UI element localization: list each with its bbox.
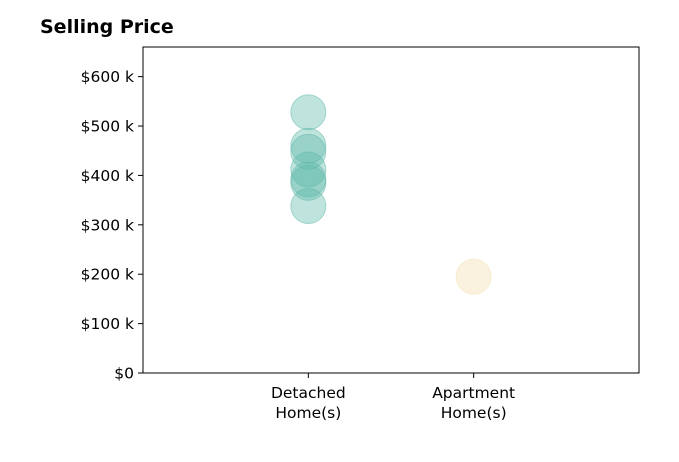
y-tick-label: $200 k xyxy=(81,266,134,284)
chart-title: Selling Price xyxy=(40,16,174,38)
x-tick-label: Apartment Home(s) xyxy=(432,384,515,422)
x-tick-label: Detached Home(s) xyxy=(271,384,346,422)
data-point xyxy=(290,94,327,131)
y-tick-label: $300 k xyxy=(81,216,134,234)
data-point xyxy=(290,164,327,201)
y-tick-label: $100 k xyxy=(81,315,134,333)
y-tick-label: $400 k xyxy=(81,167,134,185)
y-tick-label: $500 k xyxy=(81,118,134,136)
plot-frame xyxy=(142,46,640,374)
y-tick-label: $0 xyxy=(114,365,134,383)
data-point xyxy=(290,188,327,225)
data-point xyxy=(290,151,327,188)
y-tick-label: $600 k xyxy=(81,68,134,86)
data-point xyxy=(455,258,492,295)
